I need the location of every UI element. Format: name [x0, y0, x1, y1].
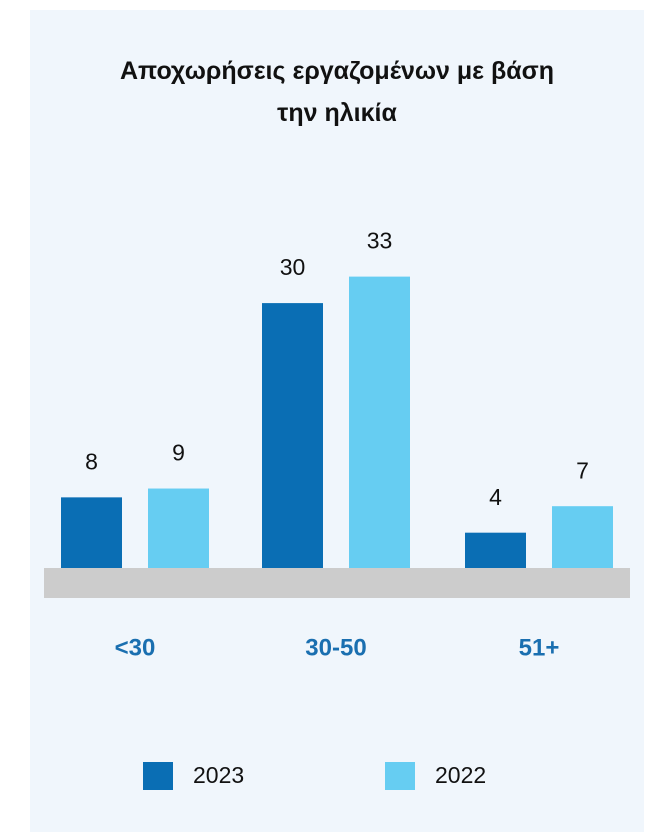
- chart-title: Αποχωρήσεις εργαζομένων με βάση την ηλικ…: [120, 57, 554, 127]
- legend-label: 2022: [435, 762, 486, 788]
- bar: [465, 532, 526, 568]
- bar: [262, 303, 323, 568]
- bar: [61, 497, 122, 568]
- value-label: 33: [367, 228, 393, 254]
- baseline-band: [44, 568, 630, 598]
- legend-swatch: [143, 762, 173, 790]
- value-label: 9: [172, 440, 185, 466]
- value-label: 8: [85, 448, 98, 474]
- category-label: 51+: [519, 634, 560, 661]
- value-label: 7: [576, 457, 589, 483]
- category-label: 30-50: [305, 634, 366, 661]
- bar: [552, 506, 613, 568]
- bar: [148, 488, 209, 568]
- category-label: <30: [115, 634, 156, 661]
- value-label: 4: [489, 484, 502, 510]
- legend-label: 2023: [193, 762, 244, 788]
- bar: [349, 276, 410, 568]
- value-label: 30: [280, 254, 306, 280]
- legend-swatch: [385, 762, 415, 790]
- panel: [30, 10, 644, 832]
